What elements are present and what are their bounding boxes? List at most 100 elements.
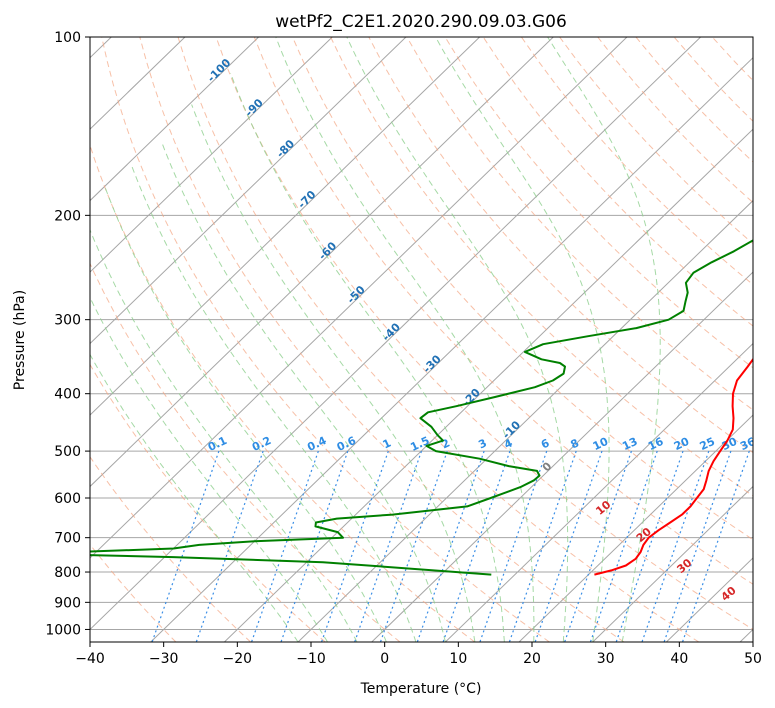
dry-adiabat-line [90, 262, 401, 642]
isotherm-line [518, 414, 753, 642]
isotherm-line [90, 37, 480, 416]
isotherm-line [592, 485, 753, 642]
dry-adiabat-line [90, 363, 326, 642]
moist-adiabat-line [131, 165, 417, 642]
moist-adiabat-line [346, 37, 569, 642]
moist-adiabat-line [90, 296, 328, 642]
isotherm-line [150, 56, 753, 642]
x-tick-label: −30 [149, 651, 179, 667]
dry-adiabat-line [482, 37, 753, 327]
isotherm-label: -90 [243, 96, 266, 119]
mixing-ratio-line [479, 450, 548, 642]
moist-adiabat-line [435, 37, 610, 642]
moist-adiabat-line [90, 353, 299, 642]
isotherm-label: -60 [316, 239, 339, 262]
line-labels: 0.1 0.2 0.4 0.6 1 1.5 2 3 4 6 8 10 13 16 20 25 30 36-100-… [205, 56, 753, 604]
mixing-ratio-label: 13 [620, 435, 639, 453]
mixing-ratio-line [615, 450, 684, 642]
moist-adiabat-line [230, 72, 505, 642]
mixing-ratio-line [564, 450, 633, 642]
mixing-ratio-line [534, 450, 603, 642]
mixing-ratio-line [442, 450, 511, 642]
mixing-ratio-line [280, 450, 349, 642]
y-tick-label: 1000 [45, 622, 81, 638]
mixing-ratio-line [354, 450, 423, 642]
y-tick-label: 600 [54, 491, 81, 507]
moist-adiabat-line [160, 141, 446, 642]
y-tick-label: 200 [54, 208, 81, 224]
isotherm-line [224, 128, 753, 642]
temperature-profile-line [594, 357, 753, 576]
mixing-ratio-line [508, 450, 577, 642]
dewpoint-profile-line [90, 239, 753, 576]
y-tick-label: 700 [54, 531, 81, 547]
y-axis-label: Pressure (hPa) [12, 290, 28, 390]
isotherm-label: -20 [460, 386, 483, 409]
isotherm-line [666, 557, 753, 642]
plot-frame [89, 36, 754, 643]
x-tick-label: −20 [223, 651, 253, 667]
dry-adiabat-label: 10 [593, 498, 613, 518]
y-tick-label: 400 [54, 387, 81, 403]
isotherm-label: -70 [295, 188, 318, 211]
y-tick-label: 900 [54, 595, 81, 611]
dry-adiabat-line [253, 37, 753, 585]
isotherm-line [90, 37, 554, 488]
mixing-ratio-line [320, 450, 389, 642]
isotherm-line [90, 37, 407, 345]
isotherm-line [90, 37, 333, 273]
x-axis-label: Temperature (°C) [360, 681, 482, 697]
dry-adiabat-line [90, 143, 476, 642]
y-axis-ticks: 100 200 300 400 500 600 700 800 900 1000 [45, 30, 90, 638]
dry-adiabat-line [139, 37, 625, 642]
dry-adiabat-line [749, 37, 753, 41]
dry-adiabat-line [711, 37, 753, 82]
x-axis-ticks: −40 −30 −20 −10 0 10 20 30 40 50 [75, 642, 762, 667]
x-tick-label: 40 [670, 651, 688, 667]
chart-title: wetPf2_C2E1.2020.290.09.03.G06 [275, 12, 567, 32]
dry-adiabat-label: 40 [719, 584, 739, 604]
mixing-ratio-label: 16 [646, 435, 666, 453]
dry-adiabat-line [635, 37, 753, 163]
isotherm-label: -100 [205, 56, 234, 85]
mixing-ratio-label: 1 [381, 436, 393, 451]
mixing-ratio-line [641, 450, 710, 642]
x-tick-label: 0 [380, 651, 389, 667]
isotherm-line [90, 37, 259, 202]
dry-adiabat-line [330, 37, 753, 497]
mixing-ratio-label: 10 [591, 435, 611, 453]
isotherm-line [445, 342, 753, 642]
x-tick-label: 10 [449, 651, 467, 667]
mixing-ratio-label: 25 [698, 435, 717, 453]
x-tick-label: −40 [75, 651, 105, 667]
moist-adiabat-line [90, 228, 358, 642]
mixing-ratio-label: 3 [476, 436, 488, 451]
isotherm-label: -80 [274, 137, 297, 160]
x-tick-label: 20 [523, 651, 541, 667]
dry-adiabat-line [559, 37, 753, 245]
isotherm-line [90, 37, 628, 559]
dry-adiabat-line [101, 37, 550, 642]
mixing-ratio-label: 20 [672, 435, 692, 453]
mixing-ratio-line [681, 450, 750, 642]
isotherm-line [90, 37, 701, 631]
mixing-ratio-line [416, 450, 485, 642]
isotherm-line [739, 628, 753, 642]
mixing-ratio-line [379, 450, 448, 642]
mixing-ratio-label: 6 [539, 436, 552, 451]
x-tick-label: 50 [744, 651, 762, 667]
dry-adiabat-line [215, 37, 753, 630]
dry-adiabat-line [520, 37, 753, 286]
isotherm-label: -30 [421, 352, 444, 375]
mixing-ratio-line [663, 450, 732, 642]
mixing-ratio-line [195, 450, 264, 642]
y-tick-label: 100 [54, 30, 81, 46]
dry-adiabat-line [177, 37, 700, 642]
isotherm-line [371, 271, 753, 642]
x-tick-label: −10 [296, 651, 326, 667]
mixing-ratio-line [589, 450, 658, 642]
y-tick-label: 500 [54, 444, 81, 460]
mixing-ratio-label: 30 [720, 435, 740, 453]
moist-adiabat-line [547, 37, 661, 642]
